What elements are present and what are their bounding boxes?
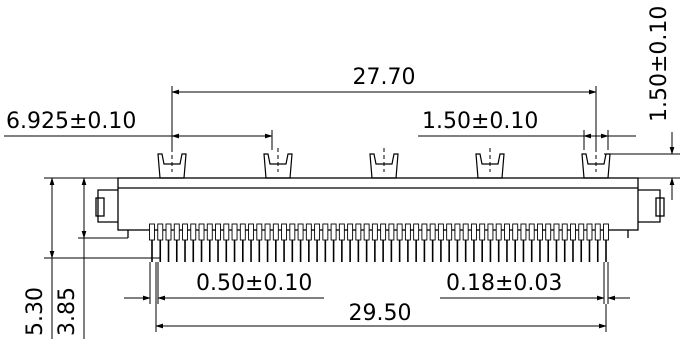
latch-right <box>638 189 661 223</box>
pin <box>561 223 568 262</box>
latch-right-tab <box>655 197 665 217</box>
pin <box>330 223 337 262</box>
pin <box>190 223 197 262</box>
pin <box>454 223 461 262</box>
pin <box>421 223 428 262</box>
pin <box>289 223 296 262</box>
pin <box>594 223 601 262</box>
pin <box>264 223 271 262</box>
dim-label-0-18: 0.18±0.03 <box>446 271 562 296</box>
post <box>157 148 187 179</box>
pin <box>347 223 354 262</box>
pin <box>388 223 395 262</box>
pin <box>586 223 593 262</box>
pin <box>512 223 519 262</box>
pin <box>363 223 370 262</box>
pin <box>545 223 552 262</box>
pin <box>149 223 155 262</box>
post <box>263 148 293 179</box>
post <box>581 148 611 179</box>
pin <box>355 223 362 262</box>
pin <box>371 223 378 262</box>
pin <box>429 223 436 262</box>
post <box>475 148 505 179</box>
pin <box>223 223 230 262</box>
pin <box>396 223 403 262</box>
dim-label-5-30: 5.30 <box>23 287 48 336</box>
pin <box>437 223 444 262</box>
pin <box>446 223 453 262</box>
pin <box>272 223 279 262</box>
pin <box>528 223 535 262</box>
pin <box>487 223 494 262</box>
dim-label-6-925: 6.925±0.10 <box>6 109 136 134</box>
pin <box>380 223 387 262</box>
pin <box>198 223 205 262</box>
latch-left-tab <box>95 197 105 217</box>
pin <box>239 223 246 262</box>
pin <box>322 223 329 262</box>
pin <box>503 223 510 262</box>
pin <box>173 223 180 262</box>
pin <box>305 223 312 262</box>
pin <box>182 223 188 262</box>
pin <box>338 223 345 262</box>
pin <box>248 223 255 262</box>
pin <box>479 223 486 262</box>
pin <box>537 223 543 262</box>
pin <box>462 223 469 262</box>
pin <box>314 223 321 262</box>
pin <box>570 223 576 262</box>
pin <box>231 223 238 262</box>
pin <box>603 223 609 262</box>
pin <box>206 223 213 262</box>
posts-group <box>157 148 611 179</box>
pin <box>413 223 420 262</box>
dim-label-27-70: 27.70 <box>353 65 416 90</box>
pin <box>157 223 164 262</box>
pins-group <box>149 223 609 262</box>
dim-label-3-85: 3.85 <box>55 287 80 336</box>
post <box>369 148 399 179</box>
pin <box>470 223 477 262</box>
dim-label-1-50-height: 1.50±0.10 <box>647 6 672 122</box>
dim-label-29-50: 29.50 <box>349 301 412 326</box>
pin <box>495 223 502 262</box>
pin <box>165 223 172 262</box>
pin <box>297 223 304 262</box>
housing-outline <box>117 177 639 231</box>
pin <box>281 223 288 262</box>
dim-label-1-50-pitch: 1.50±0.10 <box>422 109 538 134</box>
pin <box>520 223 527 262</box>
pin <box>215 223 221 262</box>
latch-left <box>97 189 118 223</box>
dim-label-0-50: 0.50±0.10 <box>196 271 312 296</box>
pin <box>404 223 411 262</box>
pin <box>553 223 560 262</box>
pin <box>578 223 585 262</box>
pin <box>256 223 263 262</box>
